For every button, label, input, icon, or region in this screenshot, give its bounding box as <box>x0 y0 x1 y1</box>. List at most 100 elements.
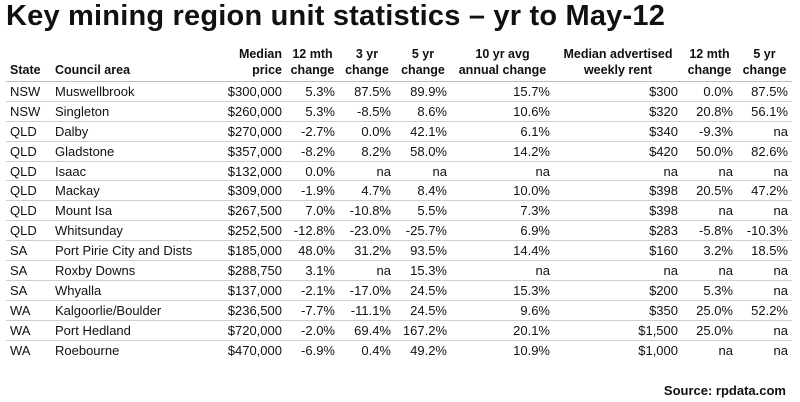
table-cell: $398 <box>554 200 682 221</box>
column-header-line1: Median advertised <box>563 47 673 61</box>
table-cell: na <box>451 260 554 281</box>
table-cell: -7.7% <box>286 299 339 321</box>
table-cell: 24.5% <box>395 279 451 301</box>
table-cell: $398 <box>554 180 682 201</box>
source-note: Source: rpdata.com <box>663 383 786 398</box>
table-cell: 0.0% <box>286 160 339 181</box>
table-cell: Dalby <box>51 120 214 142</box>
table-cell: -17.0% <box>339 279 395 301</box>
table-cell: 10.9% <box>451 339 554 360</box>
table-cell: Roxby Downs <box>51 260 214 281</box>
column-header-line2: Council area <box>55 63 131 77</box>
table-cell: $252,500 <box>214 220 286 241</box>
table-cell: na <box>737 160 792 181</box>
table-cell: na <box>682 339 737 360</box>
table-cell: $288,750 <box>214 260 286 281</box>
table-cell: $283 <box>554 220 682 241</box>
header-row: State Council area Median price 12 mth change… <box>6 39 792 82</box>
table-cell: 89.9% <box>410 83 447 99</box>
table-row: WA Roebourne $470,000 -6.9% 0.4% 49.2% 10.9% $1… <box>6 339 792 360</box>
table-row: QLD Gladstone $357,000 -8.2% 8.2% 58.0% 14.2% $… <box>6 140 792 162</box>
table-cell: -6.9% <box>286 339 339 360</box>
table-cell: -8.5% <box>339 100 395 122</box>
table-cell: -12.8% <box>286 220 339 241</box>
table-cell: 20.1% <box>451 319 554 341</box>
column-header: 12 mth change <box>682 39 737 82</box>
column-header-line2: annual change <box>458 63 547 77</box>
table-cell: NSW <box>10 83 41 99</box>
table-cell: 4.7% <box>339 180 395 201</box>
table-cell: 7.0% <box>286 200 339 221</box>
column-header-line1: 5 yr <box>753 47 776 61</box>
column-header: Median advertised weekly rent <box>554 39 682 82</box>
table-cell: $1,000 <box>554 339 682 360</box>
table-cell: na <box>682 160 737 181</box>
table-cell: WA <box>6 319 51 341</box>
table-row: WA Port Hedland $720,000 -2.0% 69.4% 167.2% 20… <box>6 319 792 341</box>
table-cell: na <box>737 339 792 360</box>
table-cell: SA <box>6 240 51 261</box>
table-cell: 5.3% <box>286 100 339 122</box>
table-row: SA Whyalla $137,000 -2.1% -17.0% 24.5% 15.3% $2… <box>6 279 792 301</box>
table-cell: na <box>395 160 451 181</box>
column-header-line2: change <box>401 63 445 77</box>
table-cell: -5.8% <box>682 220 737 241</box>
table-cell: 5.5% <box>395 200 451 221</box>
table-cell: -10.8% <box>339 200 395 221</box>
column-header-line1: 12 mth <box>292 47 333 61</box>
table-cell: Muswellbrook <box>55 83 135 99</box>
table-cell: $236,500 <box>214 299 286 321</box>
table-cell: $720,000 <box>214 319 286 341</box>
table-cell: QLD <box>6 180 51 201</box>
column-header-line2: change <box>345 63 389 77</box>
table-cell: na <box>737 260 792 281</box>
table-cell: WA <box>6 299 51 321</box>
table-header: State Council area Median price 12 mth change… <box>6 39 792 82</box>
table-cell: Roebourne <box>51 339 214 360</box>
table-row: QLD Mackay $309,000 -1.9% 4.7% 8.4% 10.0% $398 2… <box>6 180 792 201</box>
table-cell: 20.8% <box>682 100 737 122</box>
column-header-line1: Median <box>238 47 282 61</box>
table-body: NSW Muswellbrook $300,000 5.3% 87.5% 89.9% 15.… <box>6 82 792 360</box>
table-cell: 0.0% <box>339 120 395 142</box>
page-title: Key mining region unit statistics – yr t… <box>6 0 666 32</box>
table-cell: 69.4% <box>339 319 395 341</box>
table-cell: $420 <box>554 140 682 162</box>
table-row: SA Port Pirie City and Dists $185,000 48.0%… <box>6 240 792 261</box>
column-header: 12 mth change <box>286 39 339 82</box>
table-row: SA Roxby Downs $288,750 3.1% na 15.3% na na na na <box>6 260 792 281</box>
table-cell: na <box>737 120 792 142</box>
table-cell: -2.1% <box>286 279 339 301</box>
column-header-line1: 12 mth <box>689 47 730 61</box>
table-cell: 5.3% <box>682 279 737 301</box>
table-cell: $470,000 <box>214 339 286 360</box>
table-cell: 5.3% <box>305 83 335 99</box>
table-row: NSW Singleton $260,000 5.3% -8.5% 8.6% 10.6% $3… <box>6 100 792 122</box>
table-cell: na <box>554 160 682 181</box>
table-row: QLD Isaac $132,000 0.0% na na na na na na <box>6 160 792 181</box>
table-cell: -10.3% <box>737 220 792 241</box>
table-cell: 6.1% <box>451 120 554 142</box>
table-cell: 3.2% <box>682 240 737 261</box>
table-cell: 49.2% <box>395 339 451 360</box>
table-cell: 9.6% <box>451 299 554 321</box>
table-cell: SA <box>6 260 51 281</box>
table-cell: Whitsunday <box>51 220 214 241</box>
column-header-line2: change <box>742 63 787 77</box>
table-cell: na <box>339 160 395 181</box>
table-cell: 48.0% <box>286 240 339 261</box>
table-cell: na <box>737 319 792 341</box>
table-cell: $340 <box>554 120 682 142</box>
table-cell: QLD <box>6 160 51 181</box>
column-header-line2: State <box>10 63 41 77</box>
table-cell: 25.0% <box>682 299 737 321</box>
table-cell: -2.0% <box>286 319 339 341</box>
table-cell: Singleton <box>51 100 214 122</box>
table-cell: na <box>737 200 792 221</box>
table-cell: Whyalla <box>51 279 214 301</box>
table-cell: 3.1% <box>286 260 339 281</box>
table-cell: 15.7% <box>513 83 550 99</box>
table-cell: 8.2% <box>339 140 395 162</box>
column-header-line2: price <box>252 63 282 77</box>
